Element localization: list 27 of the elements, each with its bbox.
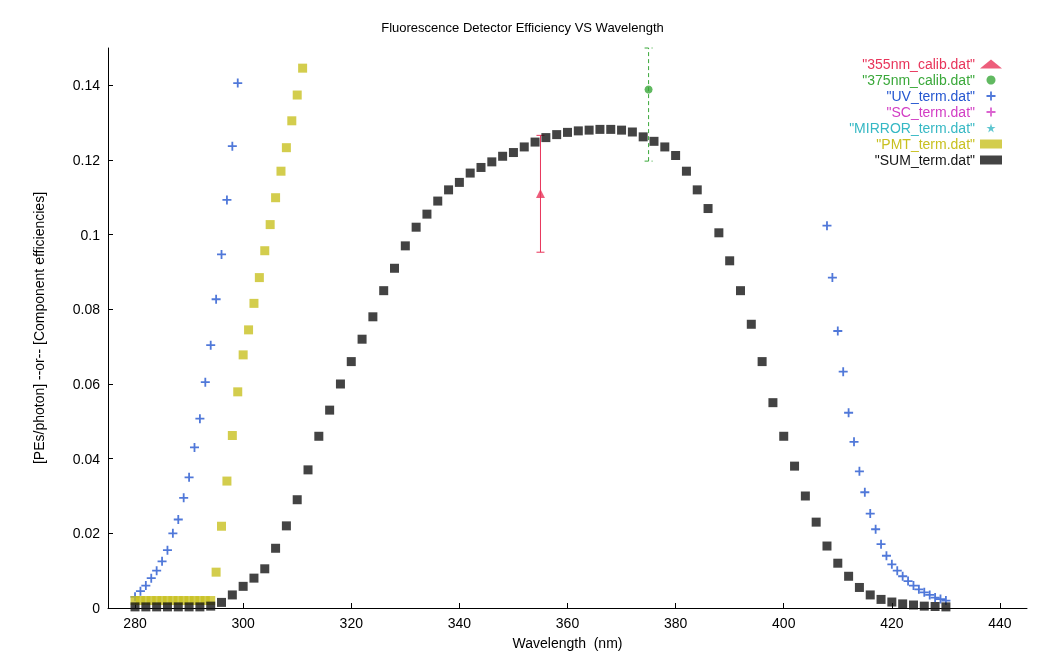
y-axis-title: [PEs/photon] --or-- [Component efficiencies] <box>31 191 47 465</box>
x-axis-title: Wavelength (nm) <box>512 635 623 651</box>
y-tick-label: 0.1 <box>80 226 101 243</box>
x-tick-label: 400 <box>772 615 796 631</box>
legend-label: "SUM_term.dat" <box>874 152 976 168</box>
y-tick-label: 0.06 <box>72 376 101 392</box>
x-tick-label: 300 <box>231 615 256 631</box>
y-tick-label: 0 <box>92 600 101 616</box>
y-tick-label: 0.14 <box>72 77 101 94</box>
x-tick-label: 420 <box>880 615 904 631</box>
x-tick-label: 340 <box>447 615 472 631</box>
x-tick-label: 320 <box>339 615 364 631</box>
chart-title: Fluorescence Detector Efficiency VS Wavelength <box>381 20 664 35</box>
legend-label: "355nm_calib.dat" <box>862 56 976 72</box>
y-tick-label: 0.08 <box>72 301 101 318</box>
x-tick-label: 440 <box>988 615 1012 631</box>
legend-label: "PMT_term.dat" <box>876 136 976 152</box>
y-tick-label: 0.02 <box>72 525 101 542</box>
legend-label: "MIRROR_term.dat" <box>849 120 976 136</box>
legend-label: "UV_term.dat" <box>886 88 976 104</box>
y-tick-label: 0.12 <box>72 152 101 168</box>
legend-label: "SC_term.dat" <box>886 104 976 120</box>
y-tick-label: 0.04 <box>72 450 101 467</box>
x-tick-label: 360 <box>555 615 580 631</box>
x-tick-label: 380 <box>663 615 688 631</box>
legend-label: "375nm_calib.dat" <box>862 72 976 88</box>
x-tick-label: 280 <box>123 615 147 631</box>
